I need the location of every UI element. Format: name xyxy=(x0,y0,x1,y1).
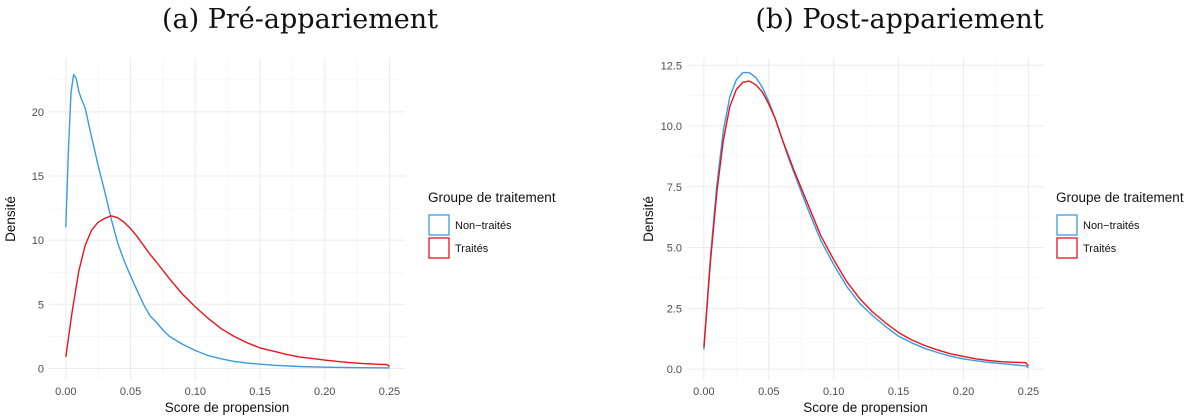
panel-post-matching: (b) Post-appariement 0.00 0.05 0.10 0.15 0.2… xyxy=(600,0,1199,419)
series-line-non-traites xyxy=(703,71,1029,369)
y-tick-label: 10 xyxy=(32,235,44,247)
panel-caption: (a) Pré-appariement xyxy=(161,4,439,35)
y-tick-label: 10.0 xyxy=(661,121,682,133)
y-tick-label: 5.0 xyxy=(667,243,682,255)
panel-caption: (b) Post-appariement xyxy=(755,4,1044,35)
y-tick-label: 2.5 xyxy=(667,303,682,315)
x-tick-label: 0.15 xyxy=(249,386,270,398)
legend-entry-label: Non−traités xyxy=(1083,220,1140,232)
x-tick-label: 0.05 xyxy=(758,386,779,398)
x-axis-label: Score de propension xyxy=(803,400,928,415)
legend-title: Groupe de traitement xyxy=(1056,190,1184,205)
x-tick-label: 0.20 xyxy=(314,386,335,398)
legend-entry-label: Traités xyxy=(455,243,489,255)
x-axis-label: Score de propension xyxy=(165,400,290,415)
series-line-non-traites xyxy=(65,74,390,369)
density-chart-post: 0.00 0.05 0.10 0.15 0.20 0.25 0.0 2.5 5.0 7.5 10.0… xyxy=(641,58,1184,415)
legend-entry-label: Non−traités xyxy=(455,220,512,232)
y-axis-label: Densité xyxy=(3,196,18,242)
y-tick-label: 0.0 xyxy=(667,364,682,376)
x-tick-label: 0.00 xyxy=(693,386,714,398)
y-tick-label: 7.5 xyxy=(667,182,682,194)
x-tick-label: 0.10 xyxy=(185,386,206,398)
x-tick-label: 0.15 xyxy=(888,386,909,398)
legend-key-traites xyxy=(1056,237,1078,259)
series-line-traites xyxy=(65,215,390,368)
legend-key-non-traites xyxy=(428,214,450,236)
x-tick-label: 0.05 xyxy=(120,386,141,398)
series-line-traites xyxy=(703,80,1029,367)
legend-key-traites xyxy=(428,237,450,259)
legend-key-non-traites xyxy=(1056,214,1078,236)
legend-title: Groupe de traitement xyxy=(428,190,556,205)
y-tick-label: 0 xyxy=(38,363,44,375)
x-tick-label: 0.00 xyxy=(55,386,76,398)
x-tick-label: 0.25 xyxy=(1018,386,1039,398)
density-chart-pre: 0.00 0.05 0.10 0.15 0.20 0.25 0 5 10 15 20 Score de… xyxy=(3,58,556,415)
x-tick-label: 0.20 xyxy=(953,386,974,398)
x-tick-label: 0.25 xyxy=(379,386,400,398)
panel-pre-matching: (a) Pré-appariement 0.00 0.05 0.10 0.15 0.20… xyxy=(3,4,556,415)
y-tick-label: 15 xyxy=(32,171,44,183)
x-tick-label: 0.10 xyxy=(823,386,844,398)
y-axis-label: Densité xyxy=(641,196,656,242)
y-tick-label: 12.5 xyxy=(661,60,682,72)
legend-entry-label: Traités xyxy=(1083,243,1117,255)
y-tick-label: 20 xyxy=(32,107,44,119)
y-tick-label: 5 xyxy=(38,299,44,311)
